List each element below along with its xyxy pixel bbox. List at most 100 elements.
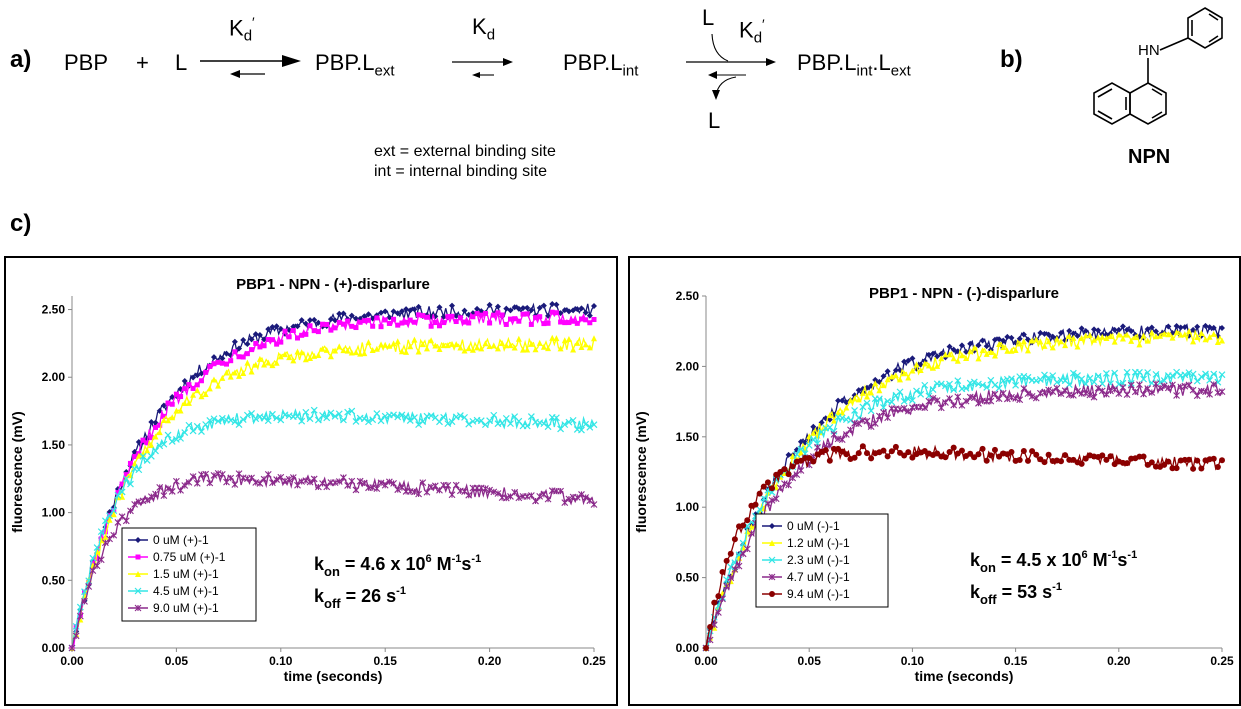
data-point bbox=[177, 434, 185, 442]
data-point bbox=[574, 339, 581, 346]
data-point bbox=[198, 428, 205, 435]
data-point bbox=[591, 335, 597, 342]
legend-marker bbox=[769, 591, 775, 597]
data-point bbox=[1210, 370, 1218, 378]
data-point bbox=[214, 417, 222, 425]
data-point bbox=[528, 307, 535, 314]
data-point bbox=[295, 335, 301, 341]
data-point bbox=[264, 417, 272, 425]
data-point bbox=[578, 491, 585, 498]
legend-entry: 2.3 uM (-)-1 bbox=[787, 553, 850, 567]
data-point bbox=[557, 487, 564, 495]
data-point bbox=[797, 449, 804, 456]
data-point bbox=[1074, 332, 1081, 339]
x-tick-label: 0.15 bbox=[374, 654, 398, 668]
data-point bbox=[1214, 464, 1221, 471]
data-point bbox=[361, 350, 368, 357]
data-point bbox=[190, 374, 197, 381]
data-point bbox=[1165, 331, 1172, 338]
npn-structure: HN NPN bbox=[1093, 7, 1223, 168]
data-point bbox=[900, 397, 908, 405]
data-point bbox=[1144, 369, 1152, 376]
data-point bbox=[797, 467, 805, 474]
y-tick-label: 0.00 bbox=[42, 641, 66, 655]
data-point bbox=[281, 351, 288, 358]
data-point bbox=[370, 323, 376, 329]
data-point bbox=[482, 340, 489, 347]
data-point bbox=[723, 576, 731, 584]
data-point bbox=[1132, 334, 1139, 341]
data-point bbox=[423, 345, 430, 352]
data-point bbox=[756, 505, 764, 513]
data-point bbox=[1219, 337, 1225, 344]
data-point bbox=[544, 423, 552, 431]
data-point bbox=[398, 411, 406, 419]
data-point bbox=[436, 346, 443, 353]
data-point bbox=[348, 349, 355, 356]
data-point bbox=[587, 320, 593, 326]
data-point bbox=[452, 481, 460, 489]
data-point bbox=[289, 474, 297, 481]
data-point bbox=[1102, 370, 1110, 377]
data-point bbox=[515, 335, 522, 342]
nh-label: HN bbox=[1138, 42, 1160, 59]
data-point bbox=[161, 413, 167, 419]
data-point bbox=[1197, 373, 1205, 381]
data-point bbox=[851, 392, 858, 399]
data-point bbox=[1173, 323, 1180, 330]
data-point bbox=[193, 479, 201, 487]
data-point bbox=[218, 414, 226, 422]
data-point bbox=[578, 316, 584, 322]
scheme-pbp-l-ext: PBP.Lext bbox=[315, 50, 395, 80]
data-point bbox=[1008, 393, 1015, 401]
data-point bbox=[243, 411, 251, 419]
data-point bbox=[541, 321, 547, 327]
x-tick-label: 0.10 bbox=[269, 654, 293, 668]
data-point bbox=[1020, 331, 1027, 338]
data-point bbox=[474, 344, 481, 351]
data-point bbox=[181, 482, 189, 489]
data-point bbox=[147, 452, 155, 460]
data-point bbox=[315, 352, 322, 359]
data-point bbox=[1024, 390, 1032, 398]
data-point bbox=[967, 348, 974, 355]
data-point bbox=[735, 562, 743, 570]
data-point bbox=[298, 349, 305, 356]
data-point bbox=[502, 414, 510, 422]
data-point bbox=[398, 308, 405, 315]
constant-kd-prime-1: Kd′ bbox=[229, 14, 255, 45]
scheme-pbp-l-int: PBP.Lint bbox=[563, 50, 639, 80]
data-point bbox=[1107, 387, 1114, 395]
data-point bbox=[843, 399, 850, 406]
data-point bbox=[1111, 326, 1118, 333]
data-point bbox=[524, 346, 531, 353]
data-point bbox=[160, 440, 168, 448]
data-point bbox=[1152, 370, 1160, 378]
data-point bbox=[152, 490, 159, 498]
data-point bbox=[511, 488, 519, 496]
data-point bbox=[1206, 390, 1214, 398]
data-point bbox=[1194, 333, 1201, 340]
data-point bbox=[1124, 326, 1131, 333]
data-point bbox=[1020, 385, 1028, 392]
y-tick-label: 0.50 bbox=[42, 573, 66, 587]
data-point bbox=[382, 308, 389, 315]
data-point bbox=[515, 305, 522, 312]
data-point bbox=[331, 479, 339, 486]
data-point bbox=[760, 494, 768, 502]
data-point bbox=[983, 343, 990, 350]
data-point bbox=[900, 404, 908, 412]
data-point bbox=[1103, 331, 1110, 338]
data-point bbox=[847, 416, 854, 424]
data-point bbox=[336, 310, 343, 317]
data-point bbox=[991, 446, 998, 453]
data-point bbox=[361, 313, 368, 320]
data-point bbox=[156, 429, 163, 436]
data-point bbox=[536, 419, 544, 427]
data-point bbox=[340, 310, 347, 317]
data-point bbox=[169, 414, 176, 421]
data-point bbox=[552, 414, 560, 422]
data-point bbox=[545, 320, 551, 326]
data-point bbox=[851, 395, 858, 402]
data-point bbox=[269, 362, 276, 369]
